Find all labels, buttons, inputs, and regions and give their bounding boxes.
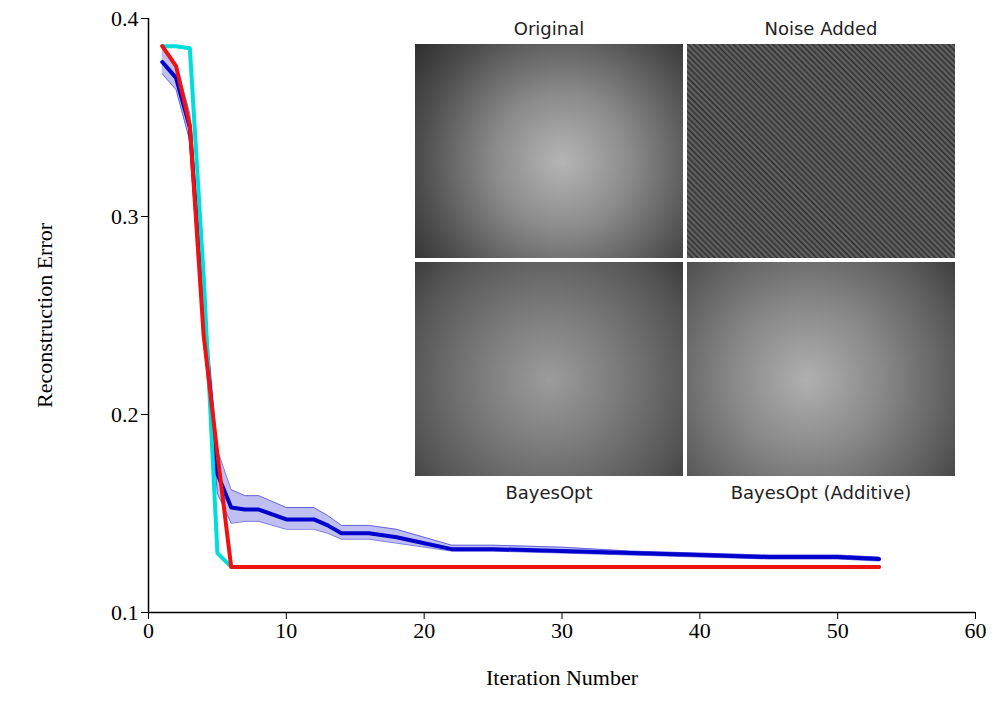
svg-text:Iteration Number: Iteration Number — [486, 665, 639, 690]
html-text:BayesOpt: BayesOpt — [505, 482, 593, 503]
svg-text:0.1: 0.1 — [111, 600, 139, 625]
svg-text:10: 10 — [275, 618, 297, 643]
html-text:BayesOpt (Additive): BayesOpt (Additive) — [730, 482, 912, 503]
svg-text:0.3: 0.3 — [111, 204, 139, 229]
svg-text:Reconstruction Error: Reconstruction Error — [32, 222, 57, 408]
svg-text:0.2: 0.2 — [111, 402, 139, 427]
svg-text:50: 50 — [827, 618, 849, 643]
html-text:Noise Added: Noise Added — [764, 18, 878, 39]
svg-text:30: 30 — [551, 618, 573, 643]
svg-text:20: 20 — [413, 618, 435, 643]
html-text:Original: Original — [513, 18, 585, 39]
svg-text:0.4: 0.4 — [111, 6, 139, 31]
svg-text:60: 60 — [965, 618, 987, 643]
svg-text:0: 0 — [143, 618, 154, 643]
svg-text:40: 40 — [689, 618, 711, 643]
